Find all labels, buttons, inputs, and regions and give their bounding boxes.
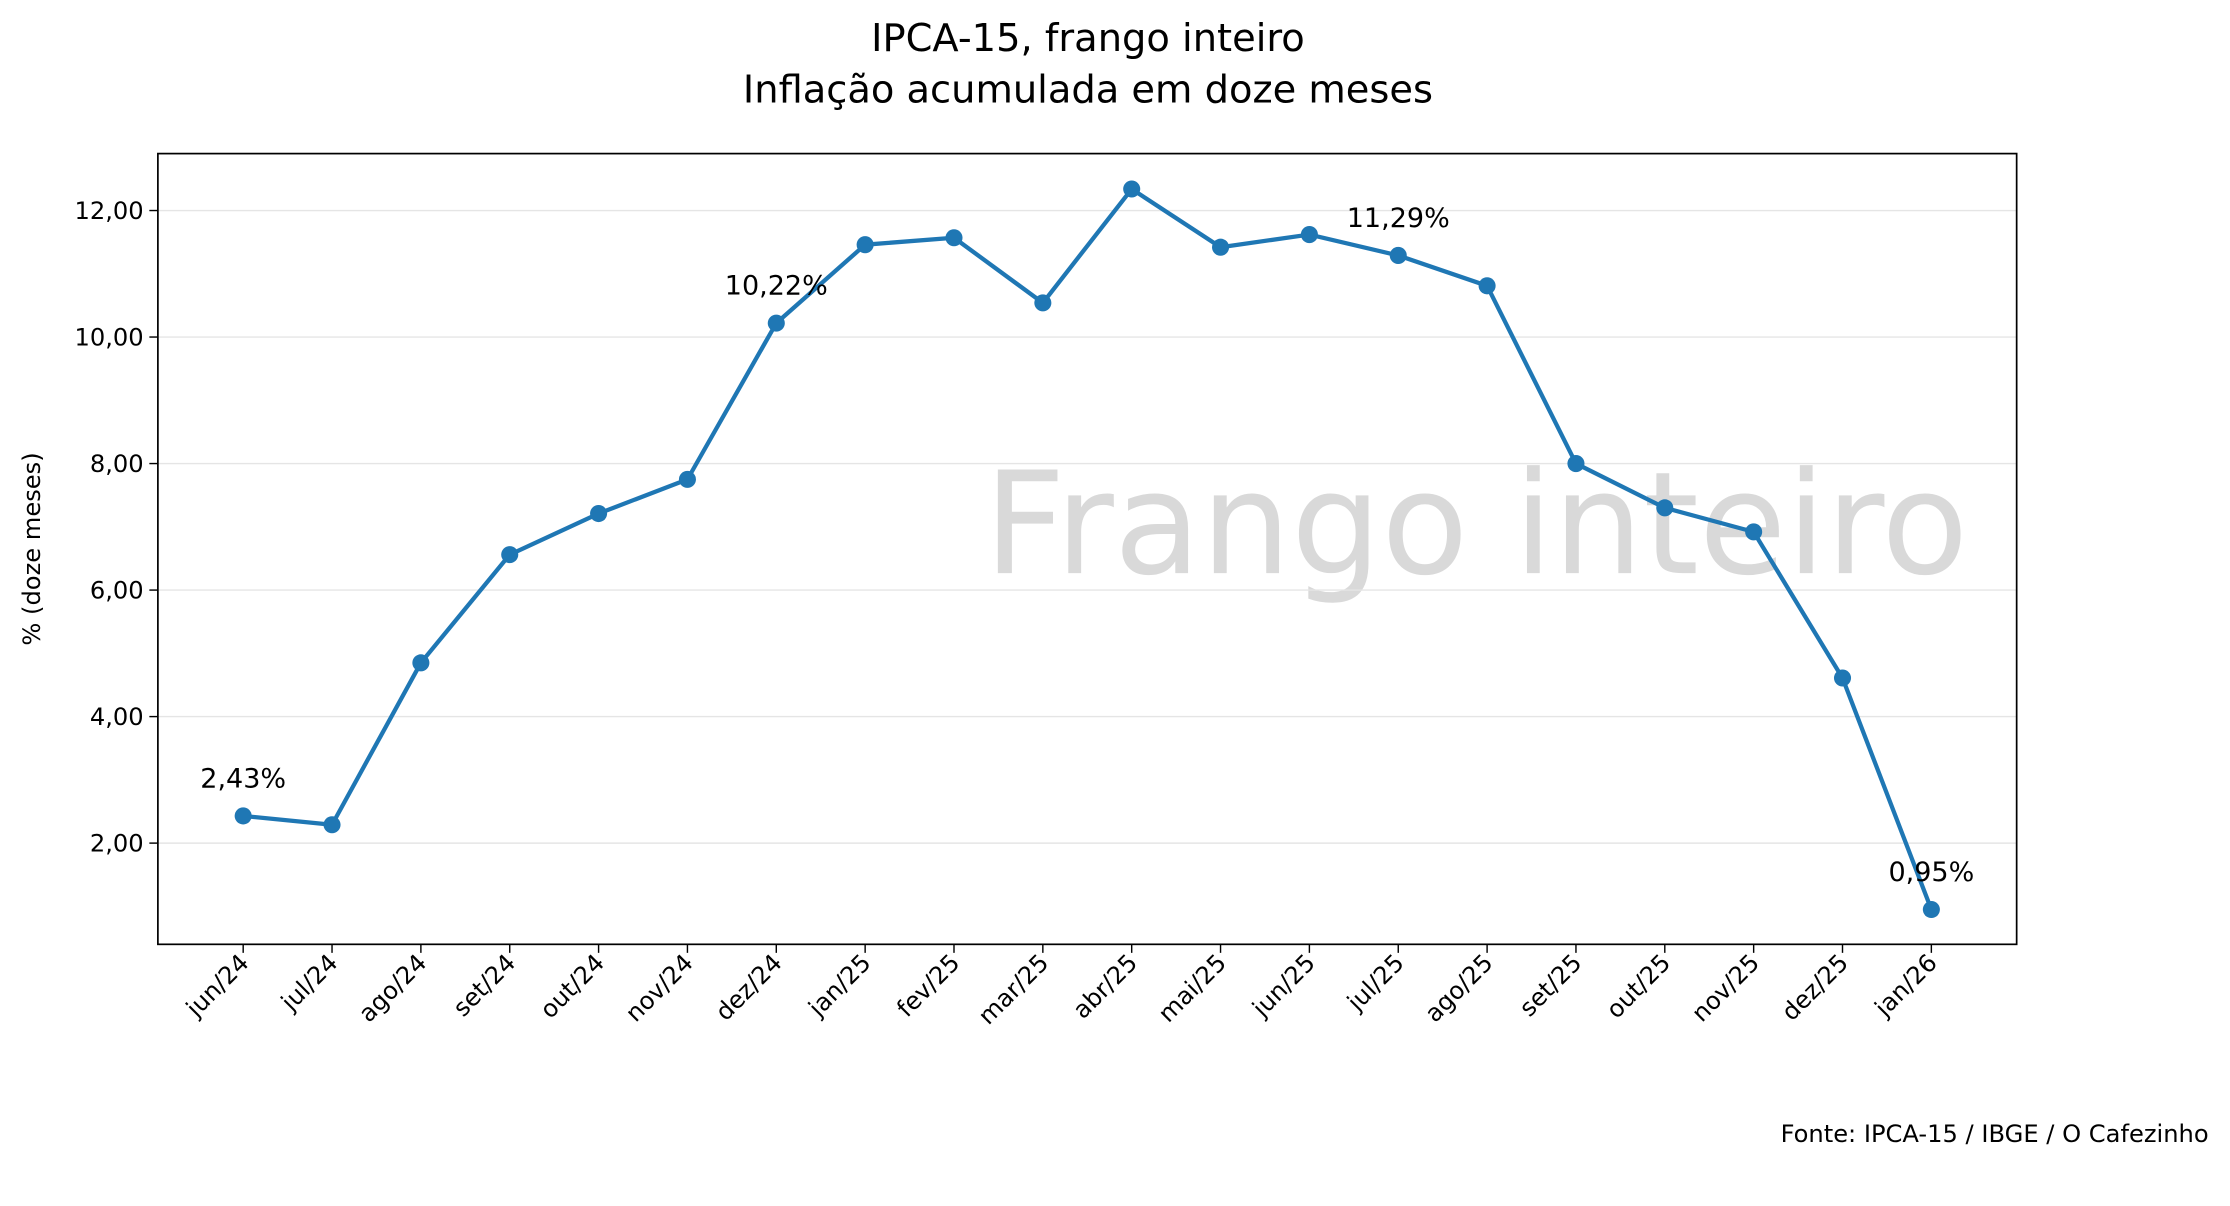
marker: [767, 314, 785, 332]
data-label: 11,29%: [1347, 203, 1450, 234]
marker: [1123, 180, 1141, 198]
line: [242, 186, 1934, 911]
x-tick-label: ago/24: [353, 949, 432, 1028]
source: Fonte: IPCA-15 / IBGE / O Cafezinho: [1781, 1120, 2209, 1148]
marker: [1567, 455, 1585, 473]
y-axis-label: % (doze meses): [18, 452, 46, 645]
x-tick-label: nov/25: [1686, 949, 1765, 1028]
x-tick-label: out/24: [535, 949, 610, 1024]
marker: [1212, 238, 1230, 256]
x-tick-label: jul/25: [1341, 949, 1409, 1017]
marker: [678, 470, 696, 488]
y-tick-label: 8,00: [90, 450, 144, 478]
y-tick-label: 12,00: [75, 197, 144, 225]
chart-title: IPCA-15, frango inteiro: [871, 16, 1305, 61]
x-tick-label: jul/24: [275, 949, 343, 1017]
x-tick-label: ago/25: [1419, 949, 1498, 1028]
marker: [501, 546, 519, 564]
y-tick-label: 2,00: [90, 830, 144, 858]
x-tick-label: out/25: [1601, 949, 1676, 1024]
marker: [945, 229, 963, 247]
x-tick-label: dez/24: [710, 949, 788, 1027]
x-tick-label: mai/25: [1153, 949, 1232, 1028]
marker: [1656, 499, 1674, 517]
x-tick-label: jun/24: [180, 949, 254, 1023]
data-label: 10,22%: [725, 271, 828, 302]
data-label: 2,43%: [200, 763, 286, 794]
x-tick-label: jun/25: [1246, 949, 1320, 1023]
marker: [412, 654, 430, 672]
x-tick-label: mar/25: [973, 949, 1054, 1030]
y-tick-label: 6,00: [90, 577, 144, 605]
x-tick-label: jan/25: [802, 949, 876, 1023]
marker: [1478, 277, 1496, 295]
marker: [1389, 246, 1407, 264]
watermark: Frango inteiro: [984, 441, 1968, 607]
x-tick-label: set/24: [448, 949, 521, 1022]
chart-subtitle: Inflação acumulada em doze meses: [743, 67, 1433, 112]
marker: [1745, 523, 1763, 541]
marker: [1300, 226, 1318, 244]
marker: [590, 504, 608, 523]
marker: [1034, 294, 1052, 312]
data-label: 0,95%: [1888, 857, 1974, 888]
x-tick-label: abr/25: [1067, 949, 1143, 1025]
x-tick-label: set/25: [1514, 949, 1587, 1022]
x-tick-label: nov/24: [620, 949, 699, 1028]
marker: [1833, 669, 1852, 687]
x-tick-label: fev/25: [891, 949, 965, 1023]
y-tick-label: 10,00: [75, 324, 144, 352]
marker: [323, 816, 341, 834]
x-tick-label: dez/25: [1776, 949, 1854, 1027]
plot-frame: [157, 152, 2018, 946]
marker: [856, 236, 874, 254]
y-tick-label: 4,00: [90, 703, 144, 731]
x-tick-label: jan/26: [1869, 949, 1943, 1023]
marker: [1922, 900, 1940, 919]
marker: [234, 807, 252, 825]
